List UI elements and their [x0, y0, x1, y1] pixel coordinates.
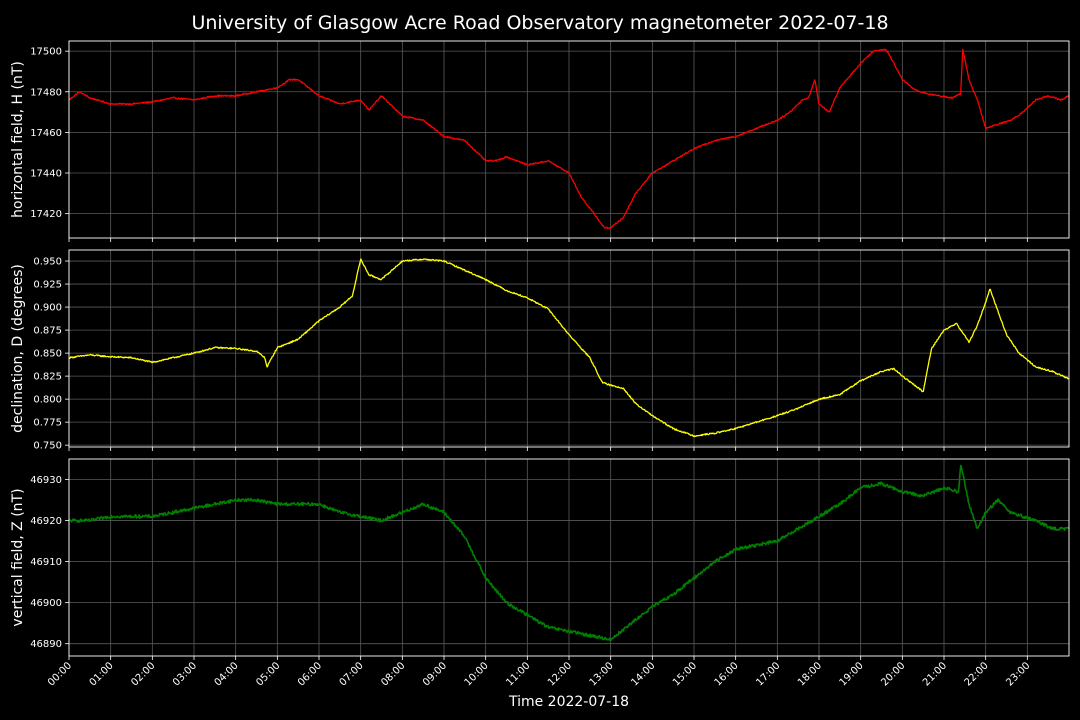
- panel-declination: 0.750 0.775 0.800 0.825 0.850 0.875 0.900 0.925…: [10, 249, 1070, 452]
- y-tick-label: 17500: [30, 47, 62, 58]
- y-tick-label: 46930: [30, 475, 62, 486]
- y-tick-label: 0.900: [33, 303, 62, 314]
- axes-frame: [68, 458, 1070, 657]
- x-axis-label: Time 2022-07-18: [508, 694, 629, 710]
- chart-title: University of Glasgow Acre Road Observat…: [191, 12, 888, 34]
- y-tick-label: 17440: [30, 169, 62, 180]
- axes-frame: [68, 249, 1070, 448]
- series-line-horizontal: [68, 48, 1070, 230]
- y-tick-label: 0.925: [33, 280, 62, 291]
- axes-frame: [68, 40, 1070, 239]
- y-tick-label: 0.875: [33, 326, 62, 337]
- y-tick-label: 46900: [30, 598, 62, 609]
- panel-vertical: 46890 46900 46910 46920 46930 vertical field,…: [10, 458, 1070, 660]
- y-tick-label: 17420: [30, 209, 62, 220]
- y-tick-label: 46920: [30, 516, 62, 527]
- y-tick-label: 0.825: [33, 372, 62, 383]
- series-line-declination: [68, 258, 1070, 438]
- panel-horizontal: 17420 17440 17460 17480 17500 horizontal fiel…: [10, 40, 1070, 242]
- y-tick-label: 0.950: [33, 257, 62, 268]
- y-tick-label: 0.775: [33, 418, 62, 429]
- y-tick-label: 46890: [30, 639, 62, 650]
- y-tick-label: 17460: [30, 128, 62, 139]
- y-axis-label-horizontal: horizontal field, H (nT): [10, 61, 26, 218]
- y-axis-label-declination: declination, D (degrees): [10, 264, 26, 433]
- y-axis-label-vertical: vertical field, Z (nT): [10, 488, 26, 626]
- y-tick-label: 0.800: [33, 395, 62, 406]
- y-tick-label: 46910: [30, 557, 62, 568]
- series-line-vertical: [68, 464, 1070, 642]
- y-tick-label: 0.850: [33, 349, 62, 360]
- y-tick-label: 17480: [30, 87, 62, 98]
- y-tick-label: 0.750: [33, 441, 62, 452]
